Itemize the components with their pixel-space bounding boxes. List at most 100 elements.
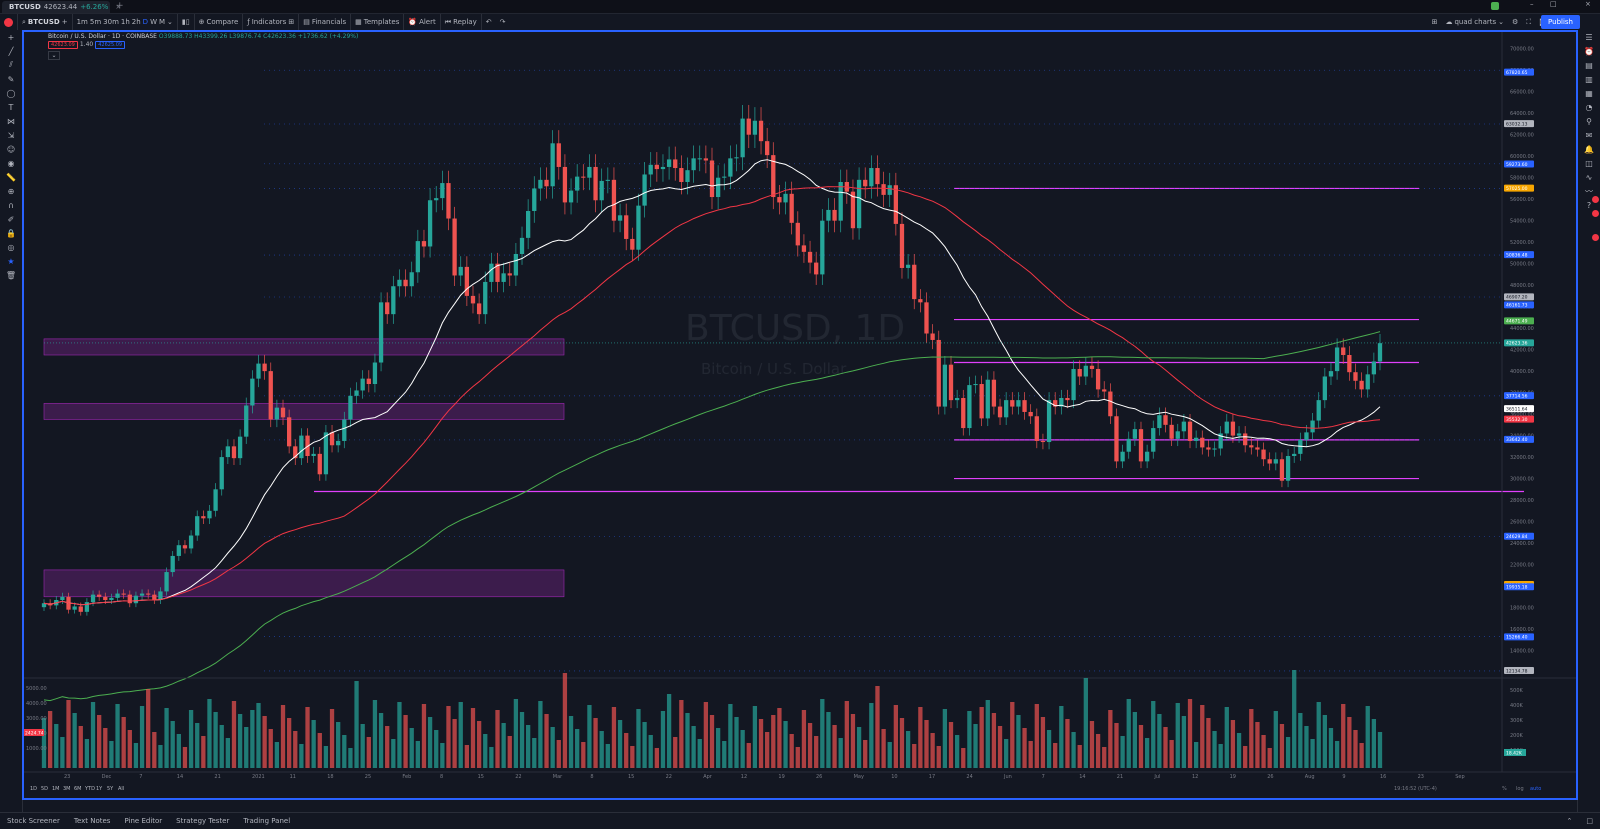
profile-icon[interactable] (1491, 2, 1499, 10)
interval-d[interactable]: D (142, 18, 149, 26)
price-chart-svg[interactable]: 70000.0068000.0066000.0064000.0062000.00… (24, 32, 1576, 798)
interval-30m[interactable]: 30m (103, 18, 119, 26)
date-range-5Y[interactable]: 5Y (107, 786, 114, 792)
icons-icon[interactable]: ☺ (6, 144, 16, 154)
settings-button[interactable]: ⚙ (1508, 14, 1522, 30)
compare-button[interactable]: ⊕ Compare (195, 14, 244, 30)
tab-strategy-tester[interactable]: Strategy Tester (176, 817, 230, 825)
eye-icon[interactable]: ◉ (7, 158, 15, 168)
fullscreen-button[interactable]: ⛶ (1522, 14, 1535, 30)
layout-name[interactable]: ☁ quad charts ⌄ (1441, 14, 1508, 30)
chat-icon[interactable]: ✉ (1585, 130, 1593, 140)
price-axis-label: 32000.00 (1510, 455, 1534, 461)
calendar2-icon[interactable]: ◫ (1585, 158, 1593, 168)
interval-5m[interactable]: 5m (89, 18, 102, 26)
ruler-icon[interactable]: 📏 (6, 172, 16, 182)
panel-maximize-icon[interactable]: □ (1586, 817, 1593, 825)
indicators-button[interactable]: ƒ Indicators ⊞ (243, 14, 300, 30)
favorites-icon[interactable]: ★ (7, 256, 15, 266)
new-tab-icon[interactable]: + (116, 1, 124, 11)
data-window-icon[interactable]: ▤ (1585, 60, 1593, 70)
candle-body (660, 166, 666, 170)
panel-collapse-icon[interactable]: ⌃ (1566, 817, 1573, 825)
chevron-down-icon[interactable]: ⌄ (167, 18, 173, 26)
brush-icon[interactable]: ✎ (7, 74, 15, 84)
volume-bar (1304, 726, 1309, 768)
date-range-6M[interactable]: 6M (74, 786, 82, 792)
volume-bar (397, 702, 402, 768)
tab-stock-screener[interactable]: Stock Screener (7, 817, 60, 825)
streams-icon[interactable]: ⚲ (1586, 116, 1592, 126)
date-range-1Y[interactable]: 1Y (96, 786, 103, 792)
candle-body (814, 262, 819, 275)
undo-icon: ↶ (485, 18, 492, 26)
volume-bar (476, 721, 482, 768)
date-range-5D[interactable]: 5D (41, 786, 48, 792)
candle-body (274, 407, 280, 420)
chart-pane[interactable]: 70000.0068000.0066000.0064000.0062000.00… (22, 30, 1578, 800)
lock-icon[interactable]: 🔒 (6, 228, 16, 238)
alert-button[interactable]: ⏰ Alert (404, 14, 441, 30)
redo-button[interactable]: ↷ (496, 14, 510, 30)
interval-m[interactable]: M (158, 18, 166, 26)
trash-icon[interactable]: 🗑 (5, 270, 17, 280)
crosshair-icon[interactable]: + (7, 32, 15, 42)
magnet-icon[interactable]: ∩ (8, 200, 14, 210)
close-tab-icon[interactable]: × (115, 3, 122, 11)
financials-button[interactable]: ▤ Financials (299, 14, 352, 30)
bid-box[interactable]: 42623.09 (48, 41, 78, 49)
tab-trading-panel[interactable]: Trading Panel (243, 817, 291, 825)
axis-option-auto[interactable]: auto (1530, 786, 1541, 792)
candle-body (967, 385, 972, 429)
axis-option-log[interactable]: log (1516, 786, 1524, 792)
interval-1h[interactable]: 1h (120, 18, 130, 26)
help-icon[interactable]: ? (1586, 200, 1592, 210)
collapse-legend-icon[interactable]: ⌄ (48, 51, 60, 60)
undo-button[interactable]: ↶ (482, 14, 496, 30)
hotlist-icon[interactable]: ▥ (1585, 74, 1593, 84)
date-range-YTD[interactable]: YTD (84, 786, 95, 792)
zoom-in-icon[interactable]: ⊕ (7, 186, 15, 196)
user-avatar[interactable] (0, 14, 18, 30)
ideas-icon[interactable]: ◔ (1585, 102, 1593, 112)
date-range-1D[interactable]: 1D (30, 786, 37, 792)
close-window-icon[interactable]: × (1585, 0, 1591, 8)
tab-pine-editor[interactable]: Pine Editor (124, 817, 163, 825)
pulse-icon[interactable]: ∿ (1585, 172, 1593, 182)
date-range-All[interactable]: All (118, 786, 124, 792)
shapes-icon[interactable]: ◯ (6, 88, 16, 98)
interval-2h[interactable]: 2h (131, 18, 141, 26)
prediction-icon[interactable]: ⇲ (7, 130, 15, 140)
minimize-icon[interactable]: – (1530, 0, 1534, 8)
text-icon[interactable]: T (8, 102, 14, 112)
symbol-search[interactable]: ⌕ BTCUSD + (18, 14, 73, 30)
notifications-icon[interactable]: 🔔 (1584, 144, 1594, 154)
templates-button[interactable]: ▦ Templates (351, 14, 405, 30)
replay-button[interactable]: ⏮ Replay (441, 14, 482, 30)
candle-body (856, 179, 862, 229)
hide-icon[interactable]: ◎ (7, 242, 15, 252)
candle-body (832, 209, 837, 221)
interval-w[interactable]: W (150, 18, 157, 26)
tab-text-notes[interactable]: Text Notes (73, 817, 111, 825)
chart-type-button[interactable]: ▮▯ (178, 14, 195, 30)
alerts-icon[interactable]: ⏰ (1584, 46, 1594, 56)
interval-1m[interactable]: 1m (76, 18, 88, 26)
ask-box[interactable]: 42625.09 (95, 41, 126, 49)
maximize-icon[interactable]: □ (1550, 0, 1557, 8)
layout-select-button[interactable]: ⊞ (1428, 14, 1442, 30)
calendar-icon[interactable]: ▦ (1585, 88, 1593, 98)
chart-tab[interactable]: BTCUSD 42623.44 +6.26% × (2, 1, 121, 13)
patterns-icon[interactable]: ⋈ (7, 116, 15, 126)
axis-option-percent[interactable]: % (1502, 786, 1507, 792)
volume-bar (1230, 720, 1236, 768)
publish-button[interactable]: Publish (1541, 15, 1580, 29)
date-range-3M[interactable]: 3M (63, 786, 71, 792)
date-range-1M[interactable]: 1M (52, 786, 60, 792)
watchlist-icon[interactable]: ☰ (1585, 32, 1593, 42)
volume-bar (1089, 721, 1095, 768)
trend-line-icon[interactable]: ╱ (8, 46, 14, 56)
stay-drawing-icon[interactable]: ✐ (7, 214, 15, 224)
wave-icon[interactable]: 〰 (1585, 186, 1593, 196)
pitchfork-icon[interactable]: ⫽ (9, 60, 13, 69)
